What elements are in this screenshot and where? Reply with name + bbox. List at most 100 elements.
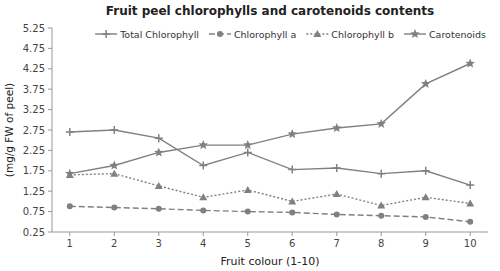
y-tick-label: 5.25 (23, 23, 45, 34)
y-tick-label: 4.25 (23, 63, 45, 74)
point (67, 203, 73, 209)
point (244, 186, 252, 193)
point (377, 170, 385, 178)
x-tick-label: 9 (423, 238, 429, 249)
y-tick-label: 3.25 (23, 104, 45, 115)
x-tick-label: 8 (378, 238, 384, 249)
x-tick (470, 232, 471, 236)
legend-label: Total Chlorophyll (119, 29, 199, 40)
point (378, 213, 384, 219)
legend-marker (313, 30, 321, 37)
point (199, 161, 207, 169)
x-axis-label: Fruit colour (1-10) (221, 255, 320, 268)
point (155, 134, 163, 142)
y-tick (48, 170, 52, 171)
legend-label: Chlorophyll a (234, 29, 296, 40)
x-tick-label: 5 (245, 238, 251, 249)
x-tick-label: 10 (464, 238, 477, 249)
point (288, 166, 296, 174)
point (377, 201, 385, 208)
legend: Total Chlorophyll Chlorophyll a Chlorophyl… (95, 29, 486, 40)
x-tick (292, 232, 293, 236)
point (423, 214, 429, 220)
series-line (70, 206, 470, 222)
point (244, 148, 252, 156)
chart: 0.25 0.75 1.25 1.75 2.25 2.75 3.25 3.75 4.25 4.75… (0, 0, 500, 271)
y-tick (48, 109, 52, 110)
y-tick-label: 0.25 (23, 227, 45, 238)
point (289, 209, 295, 215)
x-tick-label: 4 (200, 238, 206, 249)
point (65, 169, 75, 178)
x-tick-label: 6 (289, 238, 295, 249)
point (154, 147, 164, 156)
x-tick (114, 232, 115, 236)
y-tick (48, 130, 52, 131)
y-tick-label: 4.75 (23, 43, 45, 54)
y-tick (48, 48, 52, 49)
point (466, 181, 474, 189)
title: Fruit peel chlorophylls and carotenoids … (106, 4, 434, 18)
y-axis-label: (mg/g FW of peel) (3, 83, 15, 177)
y-tick-label: 2.25 (23, 145, 45, 156)
point (110, 126, 118, 134)
plot-area (65, 59, 475, 225)
x-tick (158, 232, 159, 236)
y-tick (48, 28, 52, 29)
point (111, 205, 117, 211)
point (466, 199, 474, 206)
point (376, 119, 386, 128)
series-line (70, 130, 470, 185)
series-line (70, 174, 470, 206)
series-line (70, 64, 470, 174)
y-tick (48, 191, 52, 192)
y-tick (48, 68, 52, 69)
point (199, 193, 207, 200)
x-tick-label: 2 (111, 238, 117, 249)
y-tick (48, 232, 52, 233)
y-tick-label: 2.75 (23, 125, 45, 136)
x-tick-label: 7 (334, 238, 340, 249)
legend-item: Total Chlorophyll (95, 29, 199, 40)
point (333, 190, 341, 197)
x-tick (425, 232, 426, 236)
x-tick-label: 1 (67, 238, 73, 249)
x-axis (52, 232, 488, 233)
legend-label: Chlorophyll b (331, 29, 394, 40)
point (155, 182, 163, 189)
legend-marker (102, 30, 110, 38)
point (110, 170, 118, 177)
point (243, 140, 253, 149)
x-tick (336, 232, 337, 236)
x-tick (69, 232, 70, 236)
point (287, 129, 297, 138)
legend-marker (410, 29, 420, 38)
y-tick-label: 1.75 (23, 165, 45, 176)
point (421, 79, 431, 88)
legend-item: Carotenoids (404, 29, 486, 40)
point (288, 197, 296, 204)
x-tick (381, 232, 382, 236)
y-tick-label: 0.75 (23, 206, 45, 217)
x-tick (203, 232, 204, 236)
y-tick-label: 1.25 (23, 186, 45, 197)
y-tick-label: 3.75 (23, 84, 45, 95)
point (333, 164, 341, 172)
y-tick (48, 211, 52, 212)
point (156, 206, 162, 212)
point (110, 161, 120, 170)
x-tick-label: 3 (156, 238, 162, 249)
point (200, 207, 206, 213)
point (422, 167, 430, 175)
legend-label: Carotenoids (429, 29, 486, 40)
point (199, 140, 209, 149)
point (465, 59, 475, 68)
y-tick (48, 150, 52, 151)
point (467, 219, 473, 225)
point (332, 123, 342, 132)
legend-marker (217, 31, 223, 37)
point (334, 211, 340, 217)
point (245, 209, 251, 215)
point (66, 128, 74, 136)
legend-item: Chlorophyll b (306, 29, 394, 40)
